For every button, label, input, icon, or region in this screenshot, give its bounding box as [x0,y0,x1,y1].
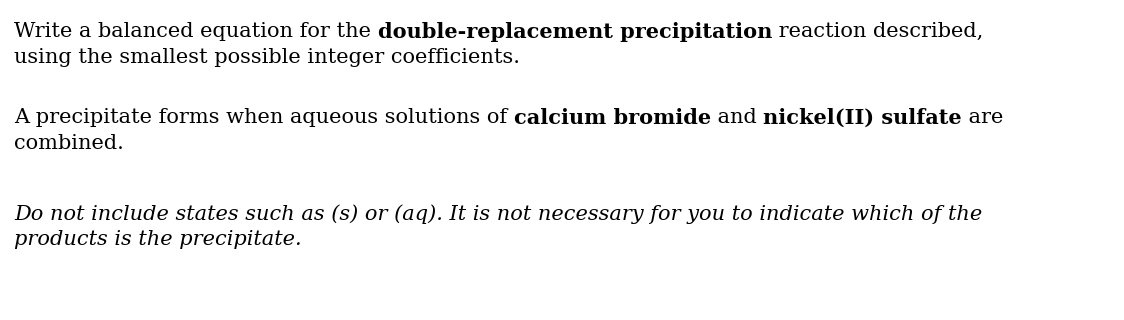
Text: nickel(II) sulfate: nickel(II) sulfate [763,108,962,128]
Text: reaction described,: reaction described, [772,22,984,41]
Text: double-replacement precipitation: double-replacement precipitation [378,22,772,42]
Text: using the smallest possible integer coefficients.: using the smallest possible integer coef… [13,48,520,67]
Text: calcium bromide: calcium bromide [514,108,710,128]
Text: A precipitate forms when aqueous solutions of: A precipitate forms when aqueous solutio… [13,108,514,127]
Text: Write a balanced equation for the: Write a balanced equation for the [13,22,378,41]
Text: Do not include states such as (s) or (aq). It is not necessary for you to indica: Do not include states such as (s) or (aq… [13,204,982,224]
Text: products is the precipitate.: products is the precipitate. [13,230,301,249]
Text: combined.: combined. [13,134,124,153]
Text: are: are [962,108,1004,127]
Text: and: and [710,108,763,127]
